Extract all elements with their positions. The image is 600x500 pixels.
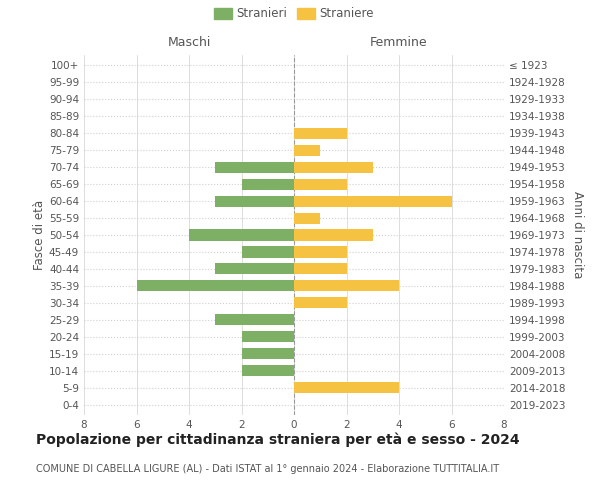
Bar (294, 298, 347, 308)
Bar (215, 314, 294, 326)
Bar (241, 246, 294, 258)
Text: COMUNE DI CABELLA LIGURE (AL) - Dati ISTAT al 1° gennaio 2024 - Elaborazione TUT: COMUNE DI CABELLA LIGURE (AL) - Dati IST… (36, 464, 499, 474)
Bar (189, 230, 294, 240)
Bar (215, 196, 294, 206)
Bar (241, 348, 294, 360)
Text: Popolazione per cittadinanza straniera per età e sesso - 2024: Popolazione per cittadinanza straniera p… (36, 432, 520, 447)
Bar (294, 196, 452, 206)
Bar (241, 366, 294, 376)
Bar (294, 382, 399, 394)
Bar (294, 212, 320, 224)
Bar (294, 144, 320, 156)
Bar (294, 178, 347, 190)
Y-axis label: Fasce di età: Fasce di età (33, 200, 46, 270)
Bar (294, 128, 347, 138)
Bar (294, 230, 373, 240)
Bar (294, 280, 399, 291)
Bar (294, 246, 347, 258)
Legend: Stranieri, Straniere: Stranieri, Straniere (212, 5, 376, 23)
Bar (215, 264, 294, 274)
Bar (137, 280, 294, 291)
Bar (294, 162, 373, 172)
Bar (294, 264, 347, 274)
Y-axis label: Anni di nascita: Anni di nascita (571, 192, 584, 278)
Bar (215, 162, 294, 172)
Bar (241, 332, 294, 342)
Text: Femmine: Femmine (370, 36, 428, 49)
Bar (241, 178, 294, 190)
Text: Maschi: Maschi (167, 36, 211, 49)
